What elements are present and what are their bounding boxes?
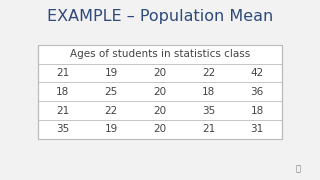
Text: 21: 21	[56, 105, 69, 116]
Text: 42: 42	[251, 68, 264, 78]
Text: 19: 19	[105, 68, 118, 78]
Text: 🔈: 🔈	[295, 165, 300, 174]
Text: 22: 22	[202, 68, 215, 78]
Text: 19: 19	[105, 124, 118, 134]
Text: 35: 35	[202, 105, 215, 116]
Text: 18: 18	[202, 87, 215, 97]
Text: 20: 20	[153, 68, 167, 78]
Bar	[38, 45, 282, 139]
Text: 20: 20	[153, 87, 167, 97]
Text: 18: 18	[56, 87, 69, 97]
Text: Ages of students in statistics class: Ages of students in statistics class	[70, 49, 250, 59]
Text: 20: 20	[153, 124, 167, 134]
Text: 22: 22	[105, 105, 118, 116]
Text: 18: 18	[251, 105, 264, 116]
Text: 20: 20	[153, 105, 167, 116]
Text: EXAMPLE – Population Mean: EXAMPLE – Population Mean	[47, 9, 273, 24]
Text: 35: 35	[56, 124, 69, 134]
Text: 25: 25	[105, 87, 118, 97]
Text: 31: 31	[251, 124, 264, 134]
Text: 21: 21	[202, 124, 215, 134]
Text: 36: 36	[251, 87, 264, 97]
Text: 21: 21	[56, 68, 69, 78]
